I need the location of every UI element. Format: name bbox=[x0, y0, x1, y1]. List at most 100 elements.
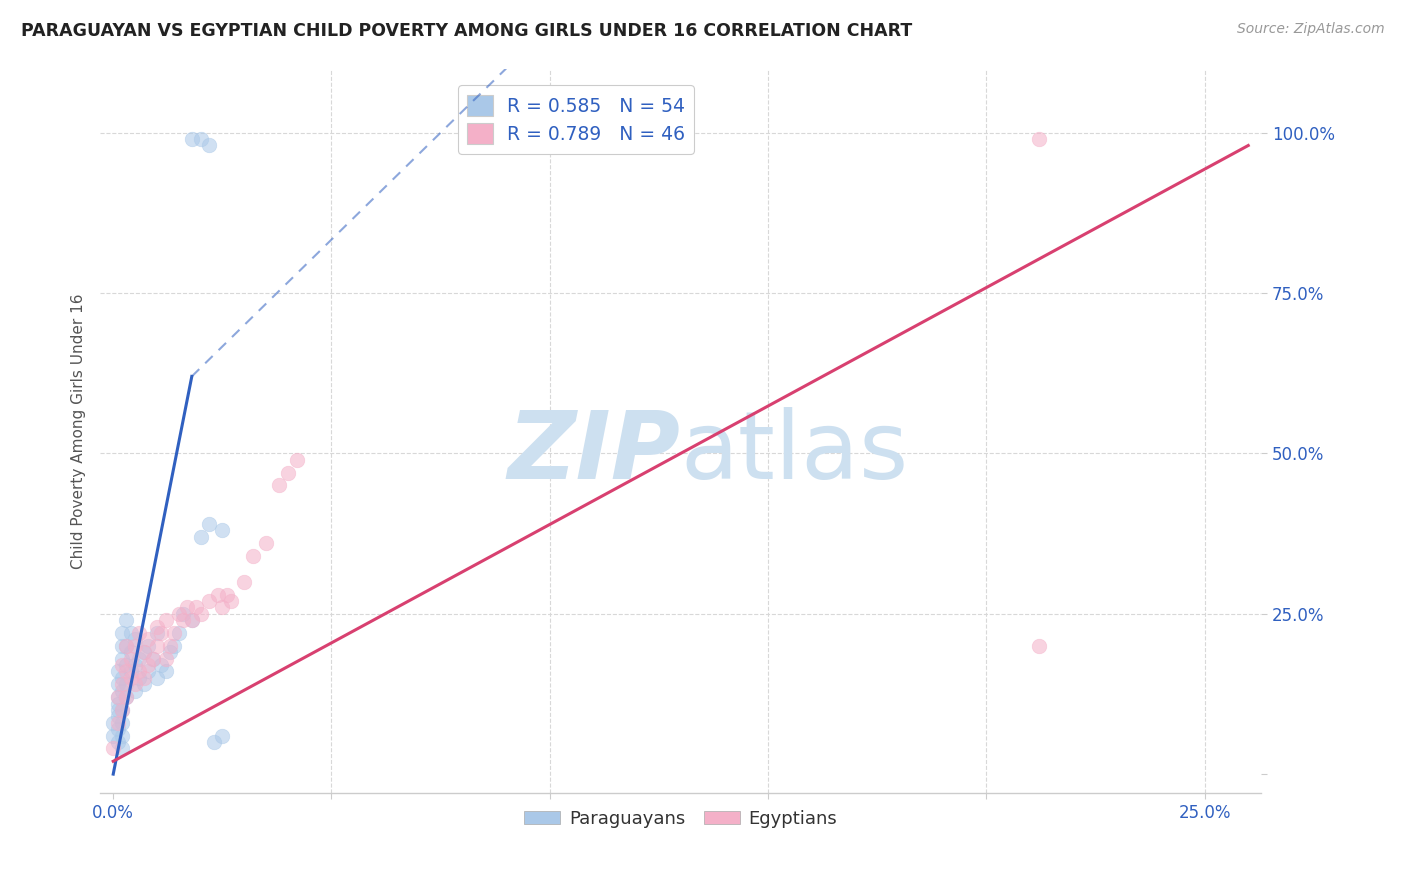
Text: Source: ZipAtlas.com: Source: ZipAtlas.com bbox=[1237, 22, 1385, 37]
Point bbox=[215, 587, 238, 601]
Point bbox=[107, 722, 129, 736]
Point bbox=[285, 452, 308, 467]
Point bbox=[111, 677, 134, 691]
Point bbox=[233, 574, 256, 589]
Point bbox=[141, 651, 163, 665]
Point bbox=[211, 524, 233, 538]
Point bbox=[132, 671, 155, 685]
Point bbox=[103, 729, 125, 743]
Point bbox=[115, 639, 138, 653]
Point bbox=[111, 671, 134, 685]
Point bbox=[254, 536, 277, 550]
Point bbox=[124, 639, 146, 653]
Point bbox=[124, 683, 146, 698]
Point bbox=[115, 639, 138, 653]
Point bbox=[198, 138, 221, 153]
Point bbox=[128, 626, 150, 640]
Point bbox=[269, 478, 291, 492]
Point bbox=[115, 658, 138, 673]
Point bbox=[141, 651, 163, 665]
Point bbox=[107, 703, 129, 717]
Point bbox=[163, 626, 186, 640]
Point bbox=[103, 715, 125, 730]
Point bbox=[159, 639, 181, 653]
Point bbox=[124, 677, 146, 691]
Point bbox=[190, 530, 212, 544]
Point bbox=[159, 645, 181, 659]
Point bbox=[167, 607, 190, 621]
Point bbox=[107, 665, 129, 679]
Point bbox=[242, 549, 264, 563]
Point bbox=[132, 677, 155, 691]
Point bbox=[115, 665, 138, 679]
Point bbox=[146, 619, 169, 633]
Point bbox=[136, 639, 159, 653]
Point bbox=[155, 651, 177, 665]
Point bbox=[111, 683, 134, 698]
Point bbox=[124, 658, 146, 673]
Point bbox=[111, 729, 134, 743]
Point bbox=[180, 613, 202, 627]
Point bbox=[111, 703, 134, 717]
Point bbox=[111, 651, 134, 665]
Text: ZIP: ZIP bbox=[508, 407, 681, 499]
Point bbox=[176, 600, 198, 615]
Point bbox=[111, 626, 134, 640]
Text: atlas: atlas bbox=[681, 407, 910, 499]
Point bbox=[132, 645, 155, 659]
Point bbox=[163, 639, 186, 653]
Point bbox=[107, 677, 129, 691]
Point bbox=[111, 639, 134, 653]
Point bbox=[207, 587, 229, 601]
Point bbox=[219, 594, 242, 608]
Point bbox=[277, 466, 299, 480]
Point bbox=[107, 690, 129, 705]
Point bbox=[155, 665, 177, 679]
Point bbox=[190, 132, 212, 146]
Point bbox=[120, 645, 142, 659]
Point bbox=[115, 613, 138, 627]
Point bbox=[198, 516, 221, 531]
Point bbox=[120, 671, 142, 685]
Point bbox=[202, 735, 225, 749]
Point bbox=[111, 715, 134, 730]
Point bbox=[115, 690, 138, 705]
Point bbox=[107, 715, 129, 730]
Point bbox=[155, 613, 177, 627]
Point bbox=[146, 626, 169, 640]
Point bbox=[128, 665, 150, 679]
Point bbox=[120, 651, 142, 665]
Point bbox=[107, 709, 129, 723]
Point bbox=[136, 658, 159, 673]
Point bbox=[172, 607, 194, 621]
Point bbox=[115, 677, 138, 691]
Point bbox=[103, 741, 125, 756]
Point bbox=[136, 632, 159, 647]
Point bbox=[172, 613, 194, 627]
Point bbox=[124, 632, 146, 647]
Point bbox=[115, 690, 138, 705]
Point bbox=[150, 658, 173, 673]
Point bbox=[136, 665, 159, 679]
Text: PARAGUAYAN VS EGYPTIAN CHILD POVERTY AMONG GIRLS UNDER 16 CORRELATION CHART: PARAGUAYAN VS EGYPTIAN CHILD POVERTY AMO… bbox=[21, 22, 912, 40]
Point bbox=[180, 613, 202, 627]
Point bbox=[167, 626, 190, 640]
Point bbox=[211, 729, 233, 743]
Point bbox=[186, 600, 208, 615]
Point bbox=[111, 658, 134, 673]
Point bbox=[107, 690, 129, 705]
Point bbox=[150, 626, 173, 640]
Point bbox=[111, 741, 134, 756]
Point bbox=[1028, 639, 1050, 653]
Point bbox=[1028, 132, 1050, 146]
Point bbox=[120, 665, 142, 679]
Point bbox=[180, 132, 202, 146]
Point bbox=[190, 607, 212, 621]
Point bbox=[146, 671, 169, 685]
Point bbox=[146, 639, 169, 653]
Point bbox=[111, 703, 134, 717]
Point bbox=[107, 735, 129, 749]
Legend: Paraguayans, Egyptians: Paraguayans, Egyptians bbox=[517, 803, 845, 835]
Point bbox=[211, 600, 233, 615]
Point bbox=[128, 671, 150, 685]
